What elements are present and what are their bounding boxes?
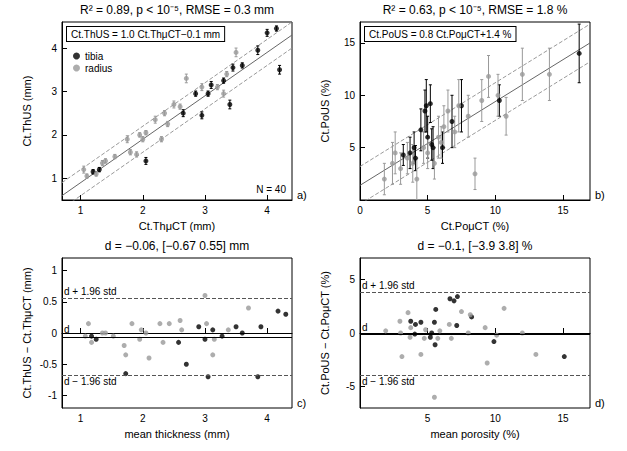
svg-text:10: 10 [490, 413, 502, 424]
svg-text:3: 3 [51, 86, 57, 97]
svg-text:5: 5 [349, 142, 355, 153]
svg-text:Ct.PoμCT (%): Ct.PoμCT (%) [441, 220, 509, 232]
svg-text:N = 40: N = 40 [256, 184, 286, 195]
svg-text:-1: -1 [48, 390, 57, 401]
svg-text:2: 2 [51, 129, 57, 140]
svg-text:b): b) [595, 189, 605, 201]
svg-text:0: 0 [349, 328, 355, 339]
svg-text:radius: radius [85, 63, 112, 74]
svg-text:1: 1 [78, 413, 84, 424]
svg-text:5: 5 [349, 274, 355, 285]
svg-text:d: d [64, 324, 70, 335]
svg-text:5: 5 [425, 413, 431, 424]
svg-text:-5: -5 [346, 381, 355, 392]
svg-text:4: 4 [264, 413, 270, 424]
svg-text:0: 0 [51, 328, 57, 339]
svg-text:d = −0.1, [−3.9 3.8] %: d = −0.1, [−3.9 3.8] % [417, 239, 532, 253]
svg-text:d: d [362, 322, 368, 333]
svg-text:Ct.ThUS = 1.0 Ct.ThμCT−0.1 mm: Ct.ThUS = 1.0 Ct.ThμCT−0.1 mm [71, 29, 220, 40]
svg-text:R² = 0.63, p < 10⁻⁵, RMSE = 1.: R² = 0.63, p < 10⁻⁵, RMSE = 1.8 % [383, 3, 568, 17]
svg-text:15: 15 [557, 413, 569, 424]
svg-text:Ct.ThUS (mm): Ct.ThUS (mm) [21, 76, 33, 147]
svg-text:tibia: tibia [85, 51, 104, 62]
svg-text:15: 15 [557, 205, 569, 216]
svg-text:c): c) [297, 397, 306, 409]
svg-text:Ct.ThUS − Ct.ThμCT (mm): Ct.ThUS − Ct.ThμCT (mm) [21, 267, 33, 398]
svg-text:Ct.ThμCT (mm): Ct.ThμCT (mm) [139, 220, 215, 232]
svg-text:2: 2 [140, 413, 146, 424]
svg-text:d): d) [595, 397, 605, 409]
svg-text:Ct.PoUS − Ct.PoμCT (%): Ct.PoUS − Ct.PoμCT (%) [319, 271, 331, 395]
svg-text:3: 3 [202, 205, 208, 216]
svg-text:5: 5 [425, 205, 431, 216]
svg-text:d − 1.96 std: d − 1.96 std [362, 376, 415, 387]
svg-text:4: 4 [51, 43, 57, 54]
svg-text:3: 3 [202, 413, 208, 424]
svg-text:d = −0.06, [−0.67 0.55] mm: d = −0.06, [−0.67 0.55] mm [105, 239, 249, 253]
svg-text:1: 1 [51, 265, 57, 276]
svg-text:a): a) [297, 189, 307, 201]
svg-text:d + 1.96 std: d + 1.96 std [362, 280, 415, 291]
svg-text:d − 1.96 std: d − 1.96 std [64, 376, 117, 387]
svg-text:4: 4 [264, 205, 270, 216]
svg-text:10: 10 [490, 205, 502, 216]
svg-text:2: 2 [140, 205, 146, 216]
svg-text:mean thickness (mm): mean thickness (mm) [124, 428, 229, 440]
svg-text:0: 0 [357, 205, 363, 216]
svg-text:1: 1 [78, 205, 84, 216]
svg-text:10: 10 [344, 90, 356, 101]
svg-text:R² = 0.89, p < 10⁻⁵, RMSE = 0.: R² = 0.89, p < 10⁻⁵, RMSE = 0.3 mm [80, 3, 274, 17]
svg-text:Ct.PoUS (%): Ct.PoUS (%) [319, 80, 331, 143]
svg-text:1: 1 [51, 173, 57, 184]
svg-text:15: 15 [344, 37, 356, 48]
svg-text:Ct.PoUS = 0.8 Ct.PoμCT+1.4 %: Ct.PoUS = 0.8 Ct.PoμCT+1.4 % [369, 29, 512, 40]
svg-text:mean porosity (%): mean porosity (%) [430, 428, 519, 440]
svg-text:0.5: 0.5 [43, 296, 57, 307]
svg-text:d + 1.96 std: d + 1.96 std [64, 286, 117, 297]
svg-text:-0.5: -0.5 [40, 359, 58, 370]
